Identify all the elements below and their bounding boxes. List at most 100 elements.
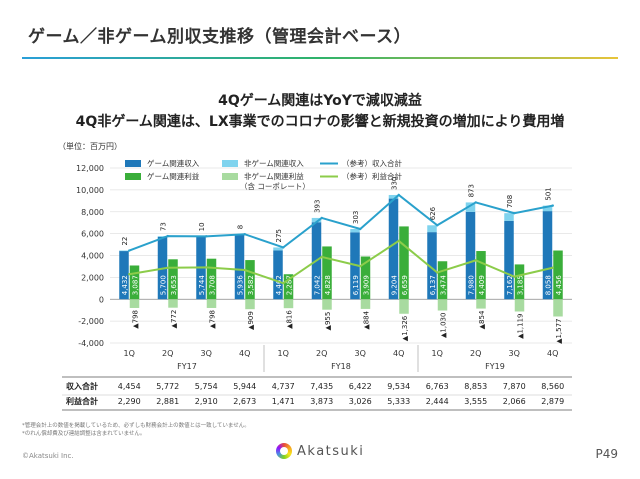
table-cell: 8,853 [464, 382, 487, 391]
x-tick-label: 3Q [509, 349, 520, 358]
nongame-revenue-label: 873 [468, 184, 476, 197]
table-cell: 3,555 [464, 397, 487, 406]
table-cell: 1,471 [272, 397, 295, 406]
total-revenue-point [551, 204, 554, 207]
table-row-label: 収入合計 [66, 381, 98, 391]
game-profit-bar [360, 256, 371, 300]
nongame-profit-label: ▲772 [170, 310, 178, 329]
nongame-profit-label: ▲1,326 [401, 315, 409, 341]
table-cell: 8,560 [541, 382, 564, 391]
fiscal-year-label: FY17 [177, 362, 197, 371]
table-cell: 2,879 [541, 397, 564, 406]
fiscal-year-label: FY19 [485, 362, 505, 371]
table-cell: 3,873 [310, 397, 333, 406]
table-cell: 2,673 [233, 397, 256, 406]
table-cell: 4,737 [272, 382, 295, 391]
game-revenue-label: 6,137 [429, 275, 437, 295]
x-tick-label: 4Q [393, 349, 404, 358]
nongame-revenue-label: 393 [314, 200, 322, 213]
game-revenue-label: 5,936 [237, 275, 245, 296]
total-profit-point [474, 259, 477, 262]
nongame-profit-bar [245, 299, 255, 310]
game-profit-bar [553, 250, 563, 300]
total-profit-point [551, 266, 554, 269]
akatsuki-logo: Akatsuki [276, 443, 364, 459]
total-revenue-point [513, 211, 516, 215]
nongame-profit-label: ▲884 [363, 310, 371, 329]
game-profit-bar [514, 264, 525, 300]
game-revenue-label: 6,119 [352, 275, 360, 295]
game-profit-label: 3,474 [440, 275, 448, 296]
total-revenue-point [359, 227, 362, 231]
legend-swatch [125, 173, 141, 180]
game-revenue-label: 7,980 [468, 275, 476, 295]
legend-swatch [222, 160, 238, 167]
y-tick-label: 4,000 [81, 252, 104, 261]
legend-swatch [222, 173, 238, 180]
table-row-label: 利益合計 [65, 396, 98, 406]
nongame-profit-label: ▲909 [247, 311, 255, 330]
game-profit-label: 3,653 [170, 275, 178, 295]
game-revenue-label: 9,204 [391, 275, 399, 296]
game-revenue-bar [465, 211, 476, 300]
game-revenue-label: 4,432 [121, 275, 129, 295]
nongame-revenue-label: 275 [275, 229, 283, 242]
page-number: P49 [595, 447, 618, 461]
table-cell: 2,066 [503, 397, 526, 406]
nongame-profit-bar [168, 299, 178, 308]
legend-swatch [125, 160, 141, 167]
legend-label: 非ゲーム関連収入 [244, 158, 304, 168]
total-revenue-point [128, 249, 131, 252]
total-profit-point [359, 264, 362, 268]
game-profit-label: 3,582 [247, 275, 255, 295]
nongame-profit-label: ▲1,119 [517, 313, 525, 338]
legend-label: （含 コーポレート） [240, 181, 310, 191]
total-revenue-point [243, 233, 246, 236]
nongame-profit-label: ▲955 [324, 312, 332, 331]
total-profit-point [205, 266, 208, 269]
akatsuki-logo-icon [276, 443, 292, 459]
total-profit-point [320, 255, 323, 259]
nongame-profit-bar [476, 299, 486, 309]
game-revenue-bar [388, 198, 399, 300]
nongame-profit-bar [437, 299, 448, 311]
table-cell: 2,910 [195, 397, 218, 406]
unit-label: （単位：百万円） [58, 142, 122, 151]
legend-label: 非ゲーム関連利益 [244, 171, 304, 181]
nongame-revenue-bar [388, 194, 399, 199]
nongame-profit-label: ▲1,577 [555, 318, 563, 343]
legend-label: ゲーム関連収入 [147, 158, 200, 168]
game-profit-label: 4,409 [478, 275, 486, 295]
game-profit-label: 6,659 [401, 275, 409, 295]
game-profit-bar [206, 258, 217, 300]
x-tick-label: 1Q [432, 349, 443, 358]
game-revenue-label: 5,700 [160, 275, 168, 295]
total-profit-point [513, 275, 516, 278]
nongame-revenue-label: 10 [198, 222, 206, 231]
headline-game: 4Qゲーム関連はYoYで減収減益 [218, 93, 422, 109]
nongame-profit-label: ▲798 [132, 310, 140, 329]
game-revenue-label: 8,058 [545, 275, 553, 295]
total-profit-point [243, 268, 246, 272]
y-tick-label: -2,000 [78, 317, 104, 326]
game-profit-bar [476, 251, 486, 300]
table-cell: 7,435 [310, 382, 333, 391]
footnote-goodwill: *のれん償却費及び連結調整は含まれていません。 [22, 431, 146, 437]
total-revenue-point [205, 235, 208, 238]
nongame-revenue-bar [157, 236, 168, 237]
x-tick-label: 3Q [355, 349, 366, 358]
nongame-revenue-bar [504, 213, 514, 221]
table-cell: 7,870 [503, 382, 526, 391]
table-cell: 5,754 [195, 382, 218, 391]
game-profit-label: 2,287 [286, 275, 294, 295]
nongame-revenue-bar [350, 229, 360, 233]
y-tick-label: -4,000 [78, 339, 104, 348]
game-profit-bar [168, 259, 178, 300]
y-tick-label: 12,000 [76, 164, 104, 173]
total-profit-point [436, 271, 439, 274]
total-profit-point [166, 266, 169, 269]
game-profit-label: 4,828 [324, 275, 332, 295]
game-revenue-label: 7,042 [314, 275, 322, 295]
game-profit-bar [322, 246, 332, 300]
table-cell: 2,290 [118, 397, 141, 406]
